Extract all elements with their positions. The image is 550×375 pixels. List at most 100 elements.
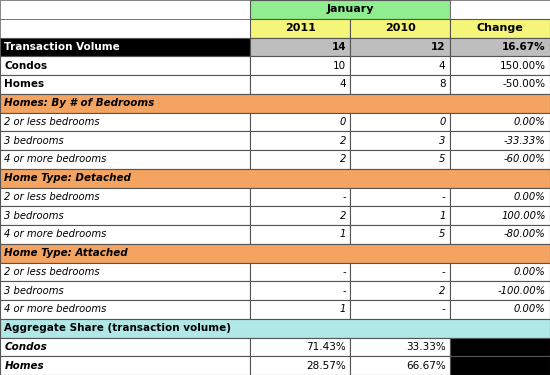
Text: 5: 5 [439, 230, 446, 239]
Text: 28.57%: 28.57% [306, 361, 346, 370]
Bar [0, 0, 250, 19]
Text: -: - [342, 192, 346, 202]
Text: Home Type: Detached: Home Type: Detached [4, 173, 131, 183]
Bar [0, 38, 250, 56]
Bar [350, 131, 450, 150]
Bar [0, 112, 250, 131]
Text: 3: 3 [439, 136, 446, 146]
Text: -60.00%: -60.00% [504, 154, 546, 164]
Text: 2 or less bedrooms: 2 or less bedrooms [4, 267, 100, 277]
Text: Aggregate Share (transaction volume): Aggregate Share (transaction volume) [4, 323, 232, 333]
Text: Condos: Condos [4, 61, 47, 70]
Text: 2: 2 [339, 211, 346, 220]
Bar [0, 206, 250, 225]
Bar [350, 150, 450, 169]
Bar [250, 150, 350, 169]
Text: 2011: 2011 [285, 23, 316, 33]
Text: Homes: Homes [4, 80, 45, 89]
Bar [250, 281, 350, 300]
Bar [450, 112, 550, 131]
Bar [450, 150, 550, 169]
Text: 2: 2 [339, 136, 346, 146]
Bar [0, 356, 250, 375]
Bar [250, 19, 350, 38]
Bar [450, 19, 550, 38]
Bar [350, 225, 450, 244]
Text: -50.00%: -50.00% [503, 80, 546, 89]
Bar [250, 206, 350, 225]
Bar [250, 338, 350, 356]
Text: 2: 2 [439, 286, 446, 296]
Bar [250, 131, 350, 150]
Text: -: - [442, 304, 446, 314]
Bar [0, 188, 250, 206]
Text: Home Type: Attached: Home Type: Attached [4, 248, 128, 258]
Text: -: - [342, 286, 346, 296]
Bar [350, 112, 450, 131]
Bar [0, 75, 250, 94]
Bar [250, 56, 350, 75]
Text: Condos: Condos [4, 342, 47, 352]
Bar [450, 356, 550, 375]
Bar [450, 56, 550, 75]
Bar [450, 206, 550, 225]
Bar [450, 225, 550, 244]
Bar [350, 56, 450, 75]
Bar [250, 188, 350, 206]
Bar [350, 281, 450, 300]
Bar [0, 94, 550, 112]
Text: 16.67%: 16.67% [502, 42, 546, 52]
Bar [250, 356, 350, 375]
Bar [0, 150, 250, 169]
Text: -: - [442, 267, 446, 277]
Text: 4: 4 [339, 80, 346, 89]
Bar [0, 244, 550, 262]
Bar [250, 262, 350, 281]
Bar [450, 75, 550, 94]
Text: 1: 1 [439, 211, 446, 220]
Text: 3 bedrooms: 3 bedrooms [4, 286, 64, 296]
Text: 4 or more bedrooms: 4 or more bedrooms [4, 304, 107, 314]
Text: 2: 2 [339, 154, 346, 164]
Bar [350, 188, 450, 206]
Text: -: - [342, 267, 346, 277]
Text: -80.00%: -80.00% [504, 230, 546, 239]
Text: 0.00%: 0.00% [514, 267, 546, 277]
Text: 10: 10 [333, 61, 346, 70]
Bar [0, 338, 250, 356]
Text: 1: 1 [339, 304, 346, 314]
Bar [450, 131, 550, 150]
Bar [0, 281, 250, 300]
Bar [450, 338, 550, 356]
Text: 100.00%: 100.00% [501, 211, 546, 220]
Text: 5: 5 [439, 154, 446, 164]
Bar [250, 0, 450, 19]
Bar [0, 300, 250, 319]
Text: 0: 0 [439, 117, 446, 127]
Text: 8: 8 [439, 80, 446, 89]
Bar [0, 131, 250, 150]
Text: 2010: 2010 [385, 23, 415, 33]
Text: Homes: Homes [4, 361, 44, 370]
Text: 3 bedrooms: 3 bedrooms [4, 136, 64, 146]
Text: -: - [442, 192, 446, 202]
Text: 0.00%: 0.00% [514, 304, 546, 314]
Text: 71.43%: 71.43% [306, 342, 346, 352]
Bar [450, 0, 550, 19]
Bar [250, 112, 350, 131]
Text: 2 or less bedrooms: 2 or less bedrooms [4, 117, 100, 127]
Text: 14: 14 [331, 42, 346, 52]
Text: Transaction Volume: Transaction Volume [4, 42, 120, 52]
Bar [450, 38, 550, 56]
Text: 33.33%: 33.33% [406, 342, 446, 352]
Text: 2 or less bedrooms: 2 or less bedrooms [4, 192, 100, 202]
Text: -100.00%: -100.00% [498, 286, 546, 296]
Bar [350, 19, 450, 38]
Bar [350, 338, 450, 356]
Text: 0.00%: 0.00% [514, 117, 546, 127]
Bar [450, 188, 550, 206]
Text: Homes: By # of Bedrooms: Homes: By # of Bedrooms [4, 98, 155, 108]
Bar [350, 356, 450, 375]
Bar [250, 38, 350, 56]
Text: 1: 1 [339, 230, 346, 239]
